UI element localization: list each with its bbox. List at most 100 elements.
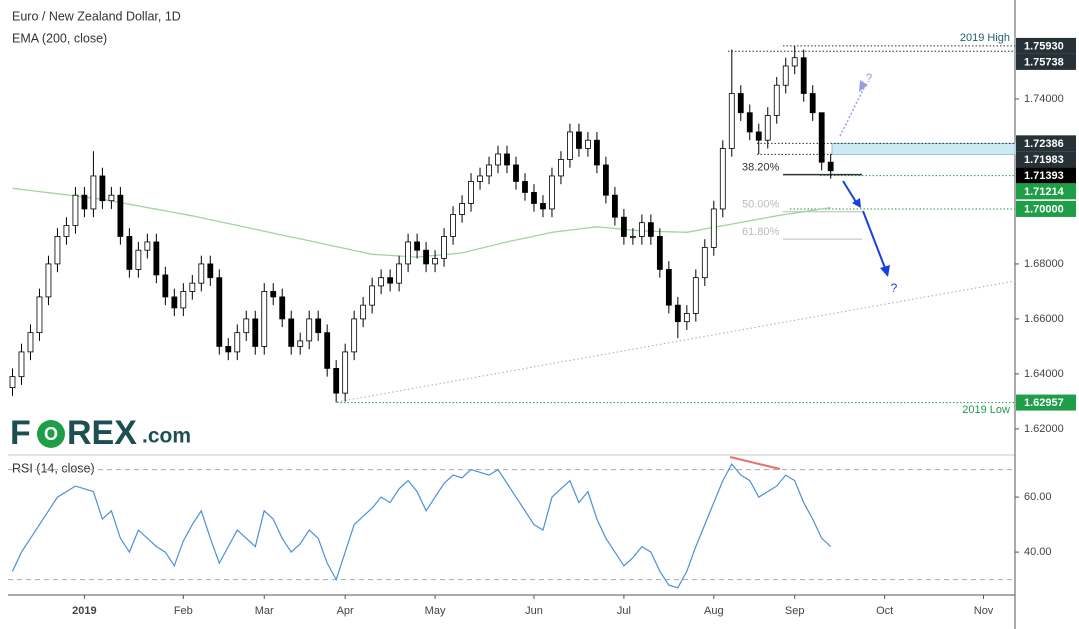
candle-body [243, 318, 250, 334]
candle-body [558, 159, 564, 177]
candle-body [342, 351, 349, 394]
x-tick-label: Apr [337, 605, 354, 617]
trend-line [336, 280, 1016, 403]
candle-body [782, 65, 789, 86]
candle-body [324, 332, 331, 369]
price-label: 1.62957 [1024, 397, 1064, 409]
arrow-head [880, 265, 890, 277]
fib-label: 50.00% [742, 199, 780, 211]
candle-body [423, 249, 429, 265]
candle-body [710, 208, 717, 248]
logo-text: .com [142, 425, 191, 448]
candle-body [351, 318, 358, 353]
candle-body [63, 225, 70, 237]
question-mark: ? [891, 281, 898, 295]
candle-body [585, 139, 591, 149]
candle-body [719, 148, 726, 210]
logo-text: O [44, 424, 58, 444]
arrow-up [839, 87, 865, 137]
candle-body [405, 241, 412, 265]
chart-title: Euro / New Zealand Dollar, 1D [12, 9, 181, 23]
candle-body [800, 57, 807, 94]
candle-body [791, 57, 798, 67]
candle-body [414, 241, 420, 251]
x-tick-label: Oct [876, 605, 893, 617]
candle-body [9, 376, 16, 389]
candle-body [647, 222, 654, 237]
candle-body [513, 164, 519, 182]
candle-body [306, 318, 313, 342]
candle-body [288, 318, 295, 347]
x-tick-label: Sep [785, 605, 805, 617]
y-tick-label: 1.68000 [1024, 258, 1064, 270]
candle-body [279, 296, 286, 320]
candle-body [99, 175, 106, 202]
candle-body [773, 84, 780, 116]
candle-body [459, 203, 465, 215]
price-label-box [1016, 167, 1076, 184]
logo-text: F [10, 414, 31, 452]
x-tick-label: 2019 [72, 605, 96, 617]
x-tick-label: Aug [704, 605, 724, 617]
y-tick-label: 1.74000 [1024, 93, 1064, 105]
candle-body [665, 269, 672, 306]
x-tick-label: Mar [255, 605, 274, 617]
price-label-box [1016, 37, 1076, 54]
logo-coin [37, 420, 65, 448]
logo-text: REX [67, 414, 137, 452]
y-tick-label: 60.00 [1024, 491, 1052, 503]
candle-body [81, 194, 88, 210]
question-mark: ? [866, 71, 873, 85]
candle-body [594, 139, 600, 166]
candle-body [297, 340, 304, 347]
candle-body [18, 351, 25, 378]
candle-body [153, 241, 160, 276]
candle-body [207, 263, 214, 279]
arrow-down [842, 180, 857, 203]
candle-body [674, 304, 681, 323]
price-label: 1.71393 [1024, 170, 1064, 182]
candle-body [576, 131, 582, 149]
logo: F O REX .com [10, 414, 191, 452]
price-label-box [1016, 151, 1076, 168]
candle-body [746, 112, 753, 133]
candle-body [261, 291, 268, 347]
candle-body [728, 93, 735, 149]
candle-body [45, 263, 52, 298]
price-label: 1.71983 [1024, 154, 1064, 166]
x-tick-label: Feb [174, 605, 193, 617]
candle-body [549, 175, 555, 210]
rsi-legend: RSI (14, close) [12, 461, 95, 475]
candle-body [638, 222, 645, 237]
candle-body [522, 181, 528, 193]
candle-body [531, 192, 537, 204]
candle-body [477, 175, 483, 182]
x-tick-label: May [425, 605, 446, 617]
resistance-zone [831, 142, 1016, 155]
candle-body [611, 194, 618, 218]
candle-body [737, 93, 744, 114]
ema-line [12, 187, 831, 258]
candle-body [216, 277, 223, 347]
divergence-line [729, 456, 781, 470]
price-label-box [1016, 135, 1076, 152]
candle-body [755, 131, 762, 141]
candle-body [171, 296, 178, 309]
candle-body [701, 247, 708, 279]
candle-body [396, 263, 403, 284]
candle-body [144, 241, 151, 251]
candle-body [620, 216, 627, 237]
candle-body [468, 181, 474, 204]
candle-body [495, 153, 501, 166]
candle-body [36, 296, 43, 334]
candle-body [198, 263, 205, 284]
candle-body [504, 153, 510, 166]
candle-body [126, 236, 133, 270]
high-label: 2019 High [960, 32, 1010, 44]
price-label: 1.75930 [1024, 40, 1064, 52]
candle-body [90, 175, 97, 210]
candle-body [567, 131, 573, 160]
candle-body [234, 332, 241, 353]
price-label: 1.72386 [1024, 138, 1064, 150]
